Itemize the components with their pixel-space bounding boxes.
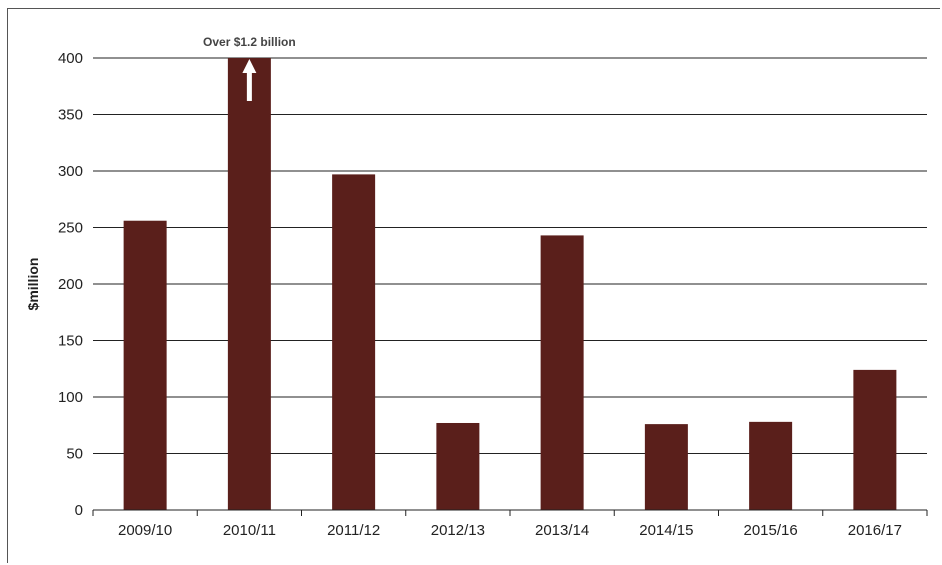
x-tick-label: 2012/13	[431, 522, 485, 539]
y-tick-label: 0	[75, 502, 83, 519]
bar	[436, 422, 480, 510]
x-axis	[92, 509, 928, 516]
x-tick-label: 2016/17	[848, 522, 902, 539]
y-tick-label: 200	[58, 276, 83, 293]
y-tick-label: 300	[58, 163, 83, 180]
chart-frame	[7, 8, 940, 563]
x-tick-label: 2011/12	[327, 522, 380, 539]
x-tick-label: 2010/11	[223, 522, 276, 539]
y-tick-label: 100	[58, 389, 83, 406]
bars	[123, 58, 897, 510]
y-axis-label: $million	[25, 258, 41, 311]
up-arrow-icon	[242, 59, 257, 101]
annotation-label: Over $1.2 billion	[203, 35, 296, 49]
y-tick-label: 150	[58, 333, 83, 350]
gridlines	[93, 57, 927, 454]
x-tick-label: 2015/16	[744, 522, 798, 539]
annotation: Over $1.2 billion	[203, 35, 296, 101]
bar	[540, 235, 584, 510]
bar	[332, 174, 376, 510]
x-tick-label: 2014/15	[639, 522, 693, 539]
y-tick-label: 350	[58, 107, 83, 124]
y-tick-label: 250	[58, 220, 83, 237]
y-tick-label: 50	[66, 446, 83, 463]
y-tick-labels: 0 50 100 150 200 250 300 350 400	[58, 50, 83, 519]
bar	[749, 421, 793, 510]
x-tick-label: 2013/14	[535, 522, 589, 539]
x-tick-labels: 2009/10 2010/11 2011/12 2012/13 2013/14 2014/…	[118, 522, 902, 539]
bar	[853, 369, 897, 510]
x-tick-label: 2009/10	[118, 522, 172, 539]
bar	[644, 424, 688, 510]
bar	[123, 220, 167, 510]
y-tick-label: 400	[58, 50, 83, 67]
bar	[227, 58, 271, 510]
